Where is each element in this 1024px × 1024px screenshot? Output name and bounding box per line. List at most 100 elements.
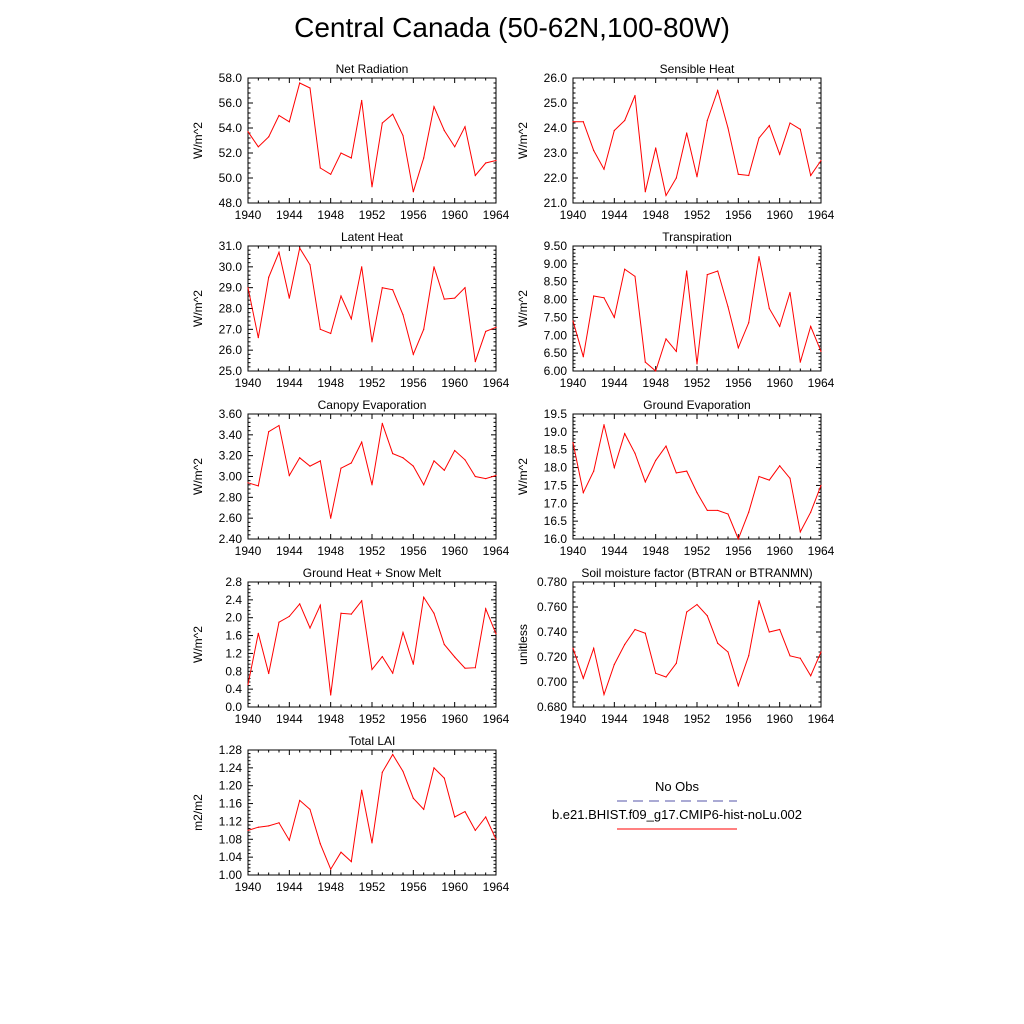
panel-2-ytick-label: 23.0 bbox=[544, 146, 568, 160]
panel-6-data-point bbox=[644, 481, 646, 483]
panel-9-data-point bbox=[288, 839, 290, 841]
panel-6-data-point bbox=[624, 433, 626, 435]
panel-5-data-point bbox=[330, 517, 332, 519]
panel-8-ytick-label: 0.760 bbox=[537, 600, 567, 614]
panel-6-data-point bbox=[634, 452, 636, 454]
panel-4-xtick-label: 1944 bbox=[601, 376, 628, 390]
panel-7-data-point bbox=[423, 596, 425, 598]
panel-2-data-point bbox=[634, 94, 636, 97]
panel-4-frame bbox=[572, 245, 822, 372]
panel-1-data-point bbox=[485, 162, 487, 164]
panel-7-data-point bbox=[340, 612, 342, 614]
panel-4-xtick-label: 1952 bbox=[684, 376, 711, 390]
panel-4-data-point bbox=[717, 270, 719, 272]
panel-2-data-point bbox=[644, 191, 646, 193]
panel-6-data-point bbox=[686, 470, 688, 472]
panel-7-ytick-label: 2.0 bbox=[225, 611, 242, 625]
panel-4-data-point bbox=[810, 325, 812, 327]
panel-6-xtick-label: 1952 bbox=[684, 544, 711, 558]
panel-9-ylabel: m2/m2 bbox=[191, 794, 205, 831]
panel-2-data-point bbox=[779, 153, 781, 155]
panel-2-ylabel: W/m^2 bbox=[516, 122, 530, 159]
panel-3-data-point bbox=[443, 298, 445, 300]
panel-8-data-point bbox=[572, 647, 574, 649]
panel-1-data-point bbox=[268, 136, 270, 138]
panel-2-data-point bbox=[624, 119, 626, 122]
panel-2-ytick-label: 26.0 bbox=[544, 71, 568, 85]
panel-2-data-point bbox=[696, 176, 698, 178]
panel-6-data-point bbox=[727, 513, 729, 515]
panel-6-ytick-label: 16.5 bbox=[544, 514, 568, 528]
panel-7-data-point bbox=[371, 668, 373, 671]
panel-1-xtick-label: 1940 bbox=[235, 208, 262, 222]
panel-6-data-point bbox=[758, 475, 760, 478]
panel-2-series-line bbox=[573, 88, 822, 197]
panel-5-data-point bbox=[495, 474, 497, 477]
panel-1-data-point bbox=[319, 167, 321, 169]
panel-1-ytick-label: 58.0 bbox=[219, 71, 243, 85]
panel-6-ytick-label: 17.5 bbox=[544, 478, 568, 492]
panel-5-xtick-label: 1952 bbox=[359, 544, 386, 558]
panel-4-data-point bbox=[727, 306, 729, 308]
panel-9-ytick-label: 1.08 bbox=[219, 832, 243, 846]
panel-4-data-point bbox=[572, 320, 574, 322]
panel-1-data-point bbox=[361, 99, 363, 102]
panel-1-xtick-label: 1956 bbox=[400, 208, 427, 222]
panel-8-xtick-label: 1940 bbox=[560, 712, 587, 726]
panel-5-data-point bbox=[257, 485, 259, 487]
panel-7-data-point bbox=[433, 612, 435, 614]
panel-4-data-point bbox=[603, 297, 605, 299]
panel-2-ytick-label: 22.0 bbox=[544, 171, 568, 185]
panel-6-xtick-label: 1956 bbox=[725, 544, 752, 558]
panel-5-data-point bbox=[268, 431, 270, 433]
panel-9-ytick-label: 1.00 bbox=[219, 868, 243, 882]
panel-5-data-point bbox=[350, 462, 352, 464]
panel-7-ytick-label: 2.8 bbox=[225, 575, 242, 589]
panel-9-ytick-label: 1.16 bbox=[219, 797, 243, 811]
panel-4-data-point bbox=[613, 316, 615, 319]
panel-2-data-point bbox=[593, 149, 595, 152]
panel-1-data-point bbox=[381, 122, 383, 124]
panel-8-data-point bbox=[582, 677, 584, 679]
panel-6-xtick-label: 1940 bbox=[560, 544, 587, 558]
panel-7-data-point bbox=[330, 694, 332, 696]
panel-4-data-point bbox=[789, 291, 791, 294]
panel-5-ytick-label: 3.60 bbox=[219, 407, 243, 421]
panel-7-data-point bbox=[319, 604, 321, 606]
panel-1-data-point bbox=[402, 134, 404, 137]
panel-2-data-point bbox=[686, 132, 688, 134]
panel-8-xtick-label: 1964 bbox=[808, 712, 835, 726]
panel-3-xtick-label: 1948 bbox=[317, 376, 344, 390]
panel-4-ytick-label: 6.00 bbox=[544, 364, 568, 378]
panel-8-ytick-label: 0.720 bbox=[537, 650, 567, 664]
panel-7-data-point bbox=[443, 643, 445, 646]
panel-1-data-point bbox=[309, 87, 311, 89]
panel-8-series-line bbox=[572, 600, 822, 697]
panel-8-data-point bbox=[603, 693, 605, 696]
panel-3-ylabel: W/m^2 bbox=[191, 290, 205, 327]
panel-3-data-point bbox=[433, 266, 435, 268]
panel-1-data-point bbox=[330, 173, 332, 175]
panel-9-xtick-label: 1948 bbox=[317, 880, 344, 894]
panel-6-xtick-label: 1960 bbox=[766, 544, 793, 558]
panel-8-xtick-label: 1944 bbox=[601, 712, 628, 726]
panel-5-xtick-label: 1956 bbox=[400, 544, 427, 558]
panel-3-data-point bbox=[423, 328, 425, 330]
panel-8-data-point bbox=[675, 662, 677, 664]
panel-9-xtick-label: 1964 bbox=[483, 880, 510, 894]
panel-6-data-point bbox=[810, 511, 812, 513]
panel-1-data-point bbox=[474, 174, 476, 177]
panel-5-data-point bbox=[423, 484, 425, 486]
panel-4-ytick-label: 9.50 bbox=[544, 239, 568, 253]
panel-8-ytick-label: 0.780 bbox=[537, 575, 567, 589]
panel-8-data-point bbox=[768, 631, 770, 633]
panel-9-data-point bbox=[433, 767, 435, 769]
panel-5-frame bbox=[247, 413, 497, 540]
panel-9-ytick-label: 1.12 bbox=[219, 814, 243, 828]
panel-5-ytick-label: 2.80 bbox=[219, 490, 243, 504]
panel-2-xtick-label: 1956 bbox=[725, 208, 752, 222]
panel-3-data-point bbox=[474, 361, 476, 363]
panel-5-xtick-label: 1944 bbox=[276, 544, 303, 558]
panel-5-xtick-label: 1960 bbox=[441, 544, 468, 558]
